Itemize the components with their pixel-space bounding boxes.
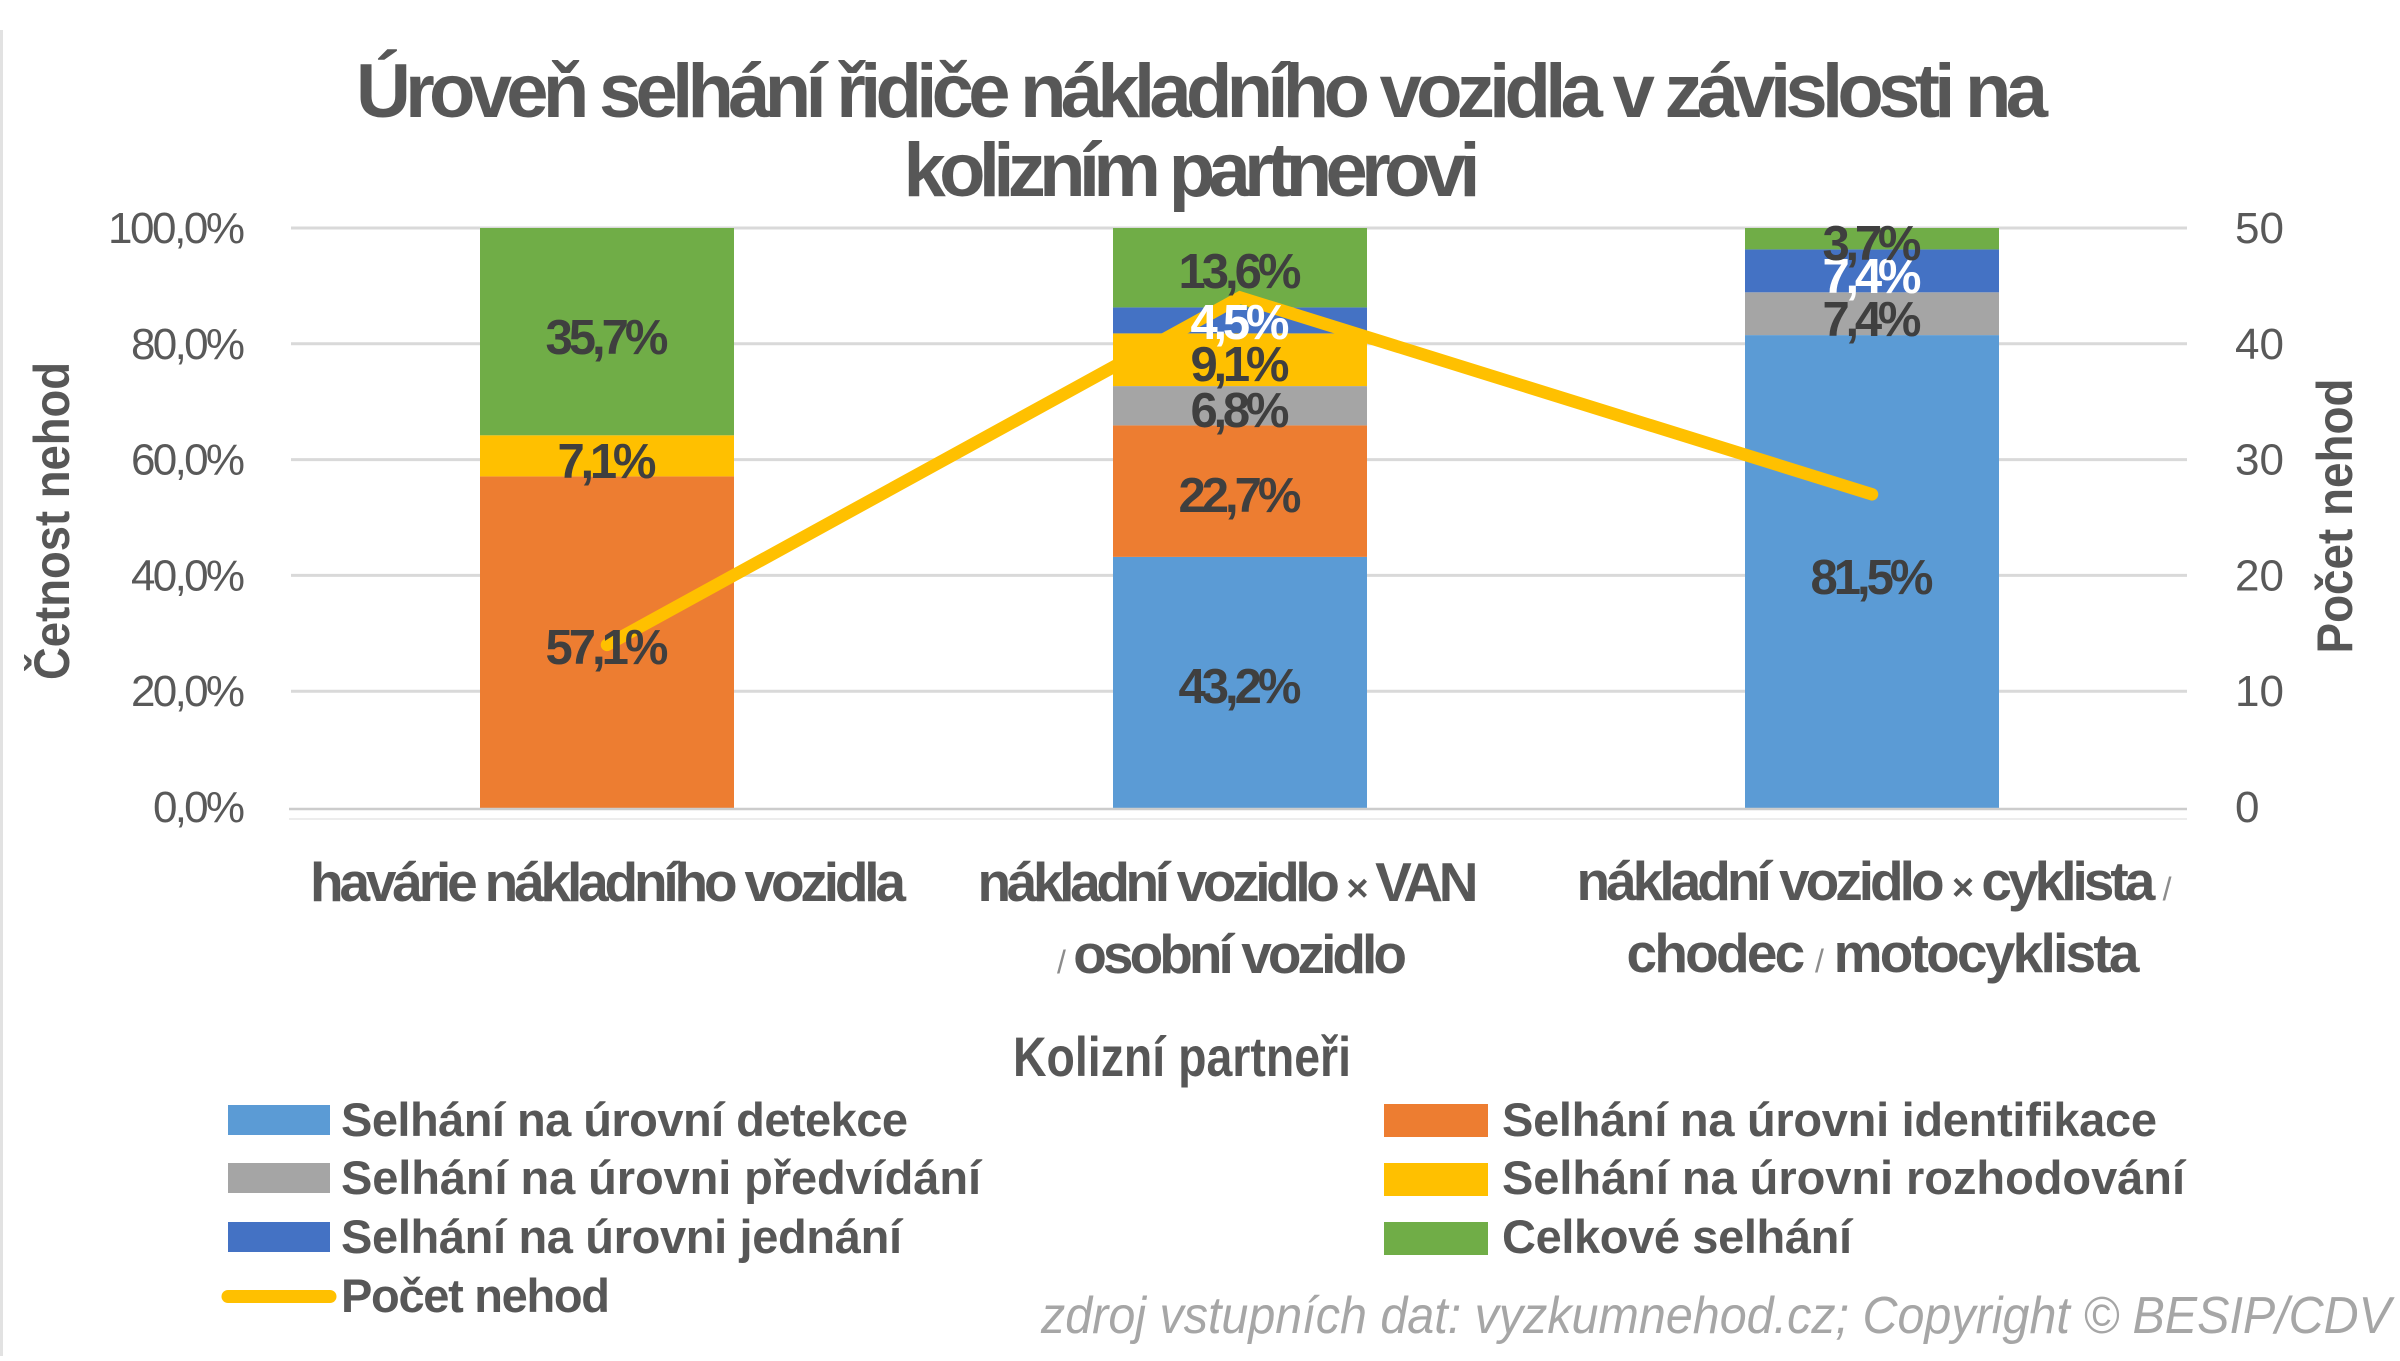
svg-text:nákladní vozidlo × VAN: nákladní vozidlo × VAN	[978, 851, 1479, 913]
svg-text:50: 50	[2235, 204, 2284, 253]
svg-text:Celkové selhání: Celkové selhání	[1502, 1210, 1854, 1263]
svg-text:100,0%: 100,0%	[108, 204, 245, 253]
svg-text:20: 20	[2235, 551, 2284, 600]
svg-text:22,7%: 22,7%	[1179, 469, 1302, 523]
svg-text:Úroveň selhání řidiče nákladní: Úroveň selhání řidiče nákladního vozidla…	[356, 49, 2049, 134]
svg-text:0: 0	[2235, 783, 2259, 832]
svg-text:7,4%: 7,4%	[1823, 293, 1922, 347]
svg-text:Selhání na úrovni rozhodování: Selhání na úrovni rozhodování	[1502, 1151, 2187, 1204]
svg-text:havárie nákladního vozidla: havárie nákladního vozidla	[310, 851, 906, 913]
svg-text:Selhání na úrovni předvídání: Selhání na úrovni předvídání	[341, 1151, 983, 1204]
svg-text:7,1%: 7,1%	[558, 435, 657, 489]
svg-text:57,1%: 57,1%	[546, 621, 669, 675]
svg-text:Počet nehod: Počet nehod	[341, 1269, 610, 1322]
svg-text:3,7%: 3,7%	[1823, 217, 1922, 271]
svg-text:9,1%: 9,1%	[1191, 338, 1290, 392]
svg-text:13,6%: 13,6%	[1179, 245, 1302, 299]
svg-text:7,4%: 7,4%	[1823, 250, 1922, 304]
svg-text:40: 40	[2235, 320, 2284, 369]
svg-text:40,0%: 40,0%	[131, 551, 245, 600]
svg-text:0,0%: 0,0%	[153, 783, 245, 832]
svg-text:80,0%: 80,0%	[131, 320, 245, 369]
svg-text:zdroj vstupních dat: vyzkumneh: zdroj vstupních dat: vyzkumnehod.cz; Cop…	[1040, 1287, 2395, 1345]
svg-text:43,2%: 43,2%	[1179, 660, 1302, 714]
svg-text:kolizním partnerovi: kolizním partnerovi	[904, 128, 1481, 213]
svg-text:Selhání na úrovní detekce: Selhání na úrovní detekce	[341, 1093, 908, 1146]
svg-text:4,5%: 4,5%	[1191, 296, 1290, 350]
svg-text:10: 10	[2235, 667, 2284, 716]
svg-text:20,0%: 20,0%	[131, 667, 245, 716]
svg-text:60,0%: 60,0%	[131, 436, 245, 485]
svg-text:Selhání na úrovni identifikace: Selhání na úrovni identifikace	[1502, 1093, 2157, 1146]
svg-text:35,7%: 35,7%	[546, 311, 669, 365]
svg-text:nákladní vozidlo × cyklista /: nákladní vozidlo × cyklista /	[1577, 850, 2172, 912]
svg-text:30: 30	[2235, 436, 2284, 485]
svg-text:Kolizní partneři: Kolizní partneři	[1013, 1025, 1351, 1088]
svg-text:6,8%: 6,8%	[1191, 384, 1290, 438]
svg-text:81,5%: 81,5%	[1811, 551, 1934, 605]
svg-text:Selhání na úrovni jednání: Selhání na úrovni jednání	[341, 1210, 904, 1263]
svg-text:Četnost nehod: Četnost nehod	[23, 362, 80, 680]
svg-text:Počet nehod: Počet nehod	[2307, 379, 2363, 654]
svg-text:chodec / motocyklista: chodec / motocyklista	[1627, 922, 2140, 984]
svg-text:/ osobní vozidlo: / osobní vozidlo	[1057, 923, 1407, 985]
